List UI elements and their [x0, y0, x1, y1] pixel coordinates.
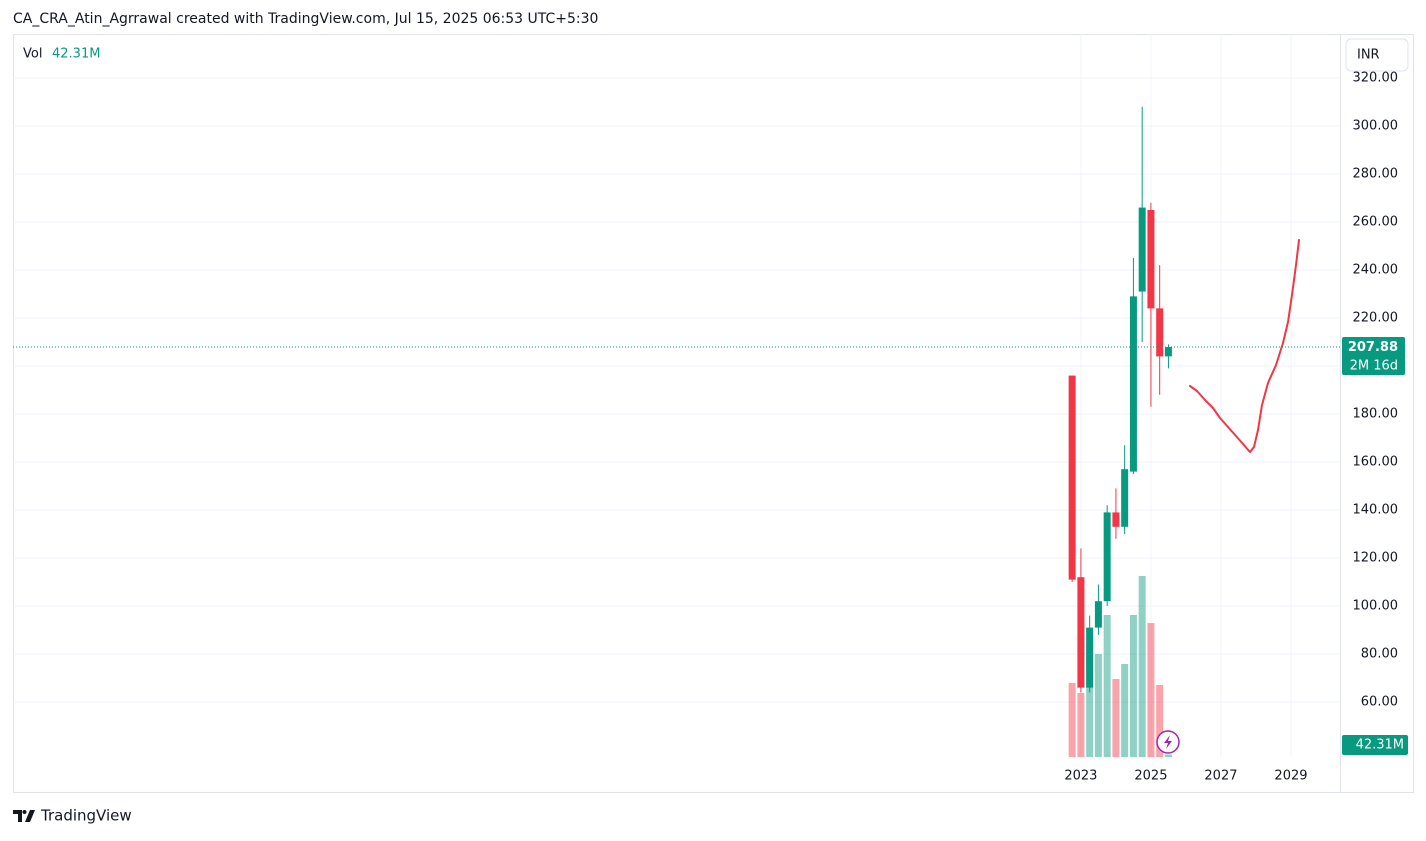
candle-body	[1121, 469, 1129, 527]
marks	[1068, 106, 1172, 757]
volume-tag	[1342, 735, 1408, 755]
y-tick-label: 240.00	[1353, 262, 1399, 277]
volume-bar	[1121, 664, 1129, 757]
x-tick-label: 2025	[1134, 769, 1167, 784]
legend-volume: 42.31M	[52, 47, 100, 62]
y-tick-label: 80.00	[1361, 647, 1398, 662]
candle-body	[1103, 512, 1111, 602]
volume-bar	[1068, 683, 1076, 757]
candle-body	[1138, 207, 1146, 292]
tradingview-logo	[13, 810, 35, 822]
lightning-icon	[1156, 730, 1180, 754]
y-tick-label: 260.00	[1353, 214, 1399, 229]
candle-body	[1077, 577, 1085, 688]
hand-drawn-projection	[1189, 239, 1300, 453]
last-price-tag	[1342, 337, 1405, 376]
volume-bar	[1103, 614, 1111, 757]
y-tick-label: 100.00	[1353, 599, 1399, 614]
candle-body	[1156, 308, 1164, 357]
candle-body	[1068, 375, 1076, 580]
volume-bar	[1077, 692, 1085, 757]
x-tick-label: 2023	[1064, 769, 1097, 784]
candle-body	[1086, 627, 1094, 688]
last-price-label: 207.88	[1348, 340, 1398, 355]
volume-bar	[1156, 685, 1164, 757]
volume-bar	[1164, 754, 1172, 757]
countdown-label: 2M 16d	[1350, 359, 1398, 374]
y-tick-label: 320.00	[1353, 70, 1399, 85]
volume-bar	[1147, 623, 1155, 757]
x-tick-label: 2027	[1204, 769, 1237, 784]
y-tick-label: 180.00	[1353, 406, 1399, 421]
candle-body	[1129, 296, 1137, 472]
volume-bar	[1138, 576, 1146, 757]
candle-body	[1164, 347, 1172, 357]
y-tick-label: 140.00	[1353, 502, 1399, 517]
y-tick-label: 280.00	[1353, 166, 1399, 181]
y-tick-label: 160.00	[1353, 454, 1399, 469]
y-tick-label: 120.00	[1353, 551, 1399, 566]
y-tick-label: 60.00	[1361, 695, 1398, 710]
volume-bar	[1086, 644, 1094, 757]
volume-bar	[1112, 679, 1120, 757]
volume-bar	[1094, 653, 1102, 757]
x-tick-label: 2029	[1274, 769, 1307, 784]
volume-bar	[1129, 614, 1137, 757]
footer-brand: TradingView	[40, 807, 132, 825]
y-tick-label: 300.00	[1353, 118, 1399, 133]
currency-label[interactable]: INR	[1357, 48, 1380, 63]
grid	[13, 34, 1340, 757]
candle-body	[1147, 209, 1155, 309]
header-text: CA_CRA_Atin_Agrrawal created with Tradin…	[13, 11, 598, 27]
legend-label: Vol	[23, 47, 42, 62]
y-tick-label: 220.00	[1353, 310, 1399, 325]
candle-body	[1094, 601, 1102, 628]
volume-tag-label: 42.31M	[1356, 738, 1404, 753]
candle-body	[1112, 512, 1120, 527]
currency-button[interactable]	[1345, 38, 1409, 72]
